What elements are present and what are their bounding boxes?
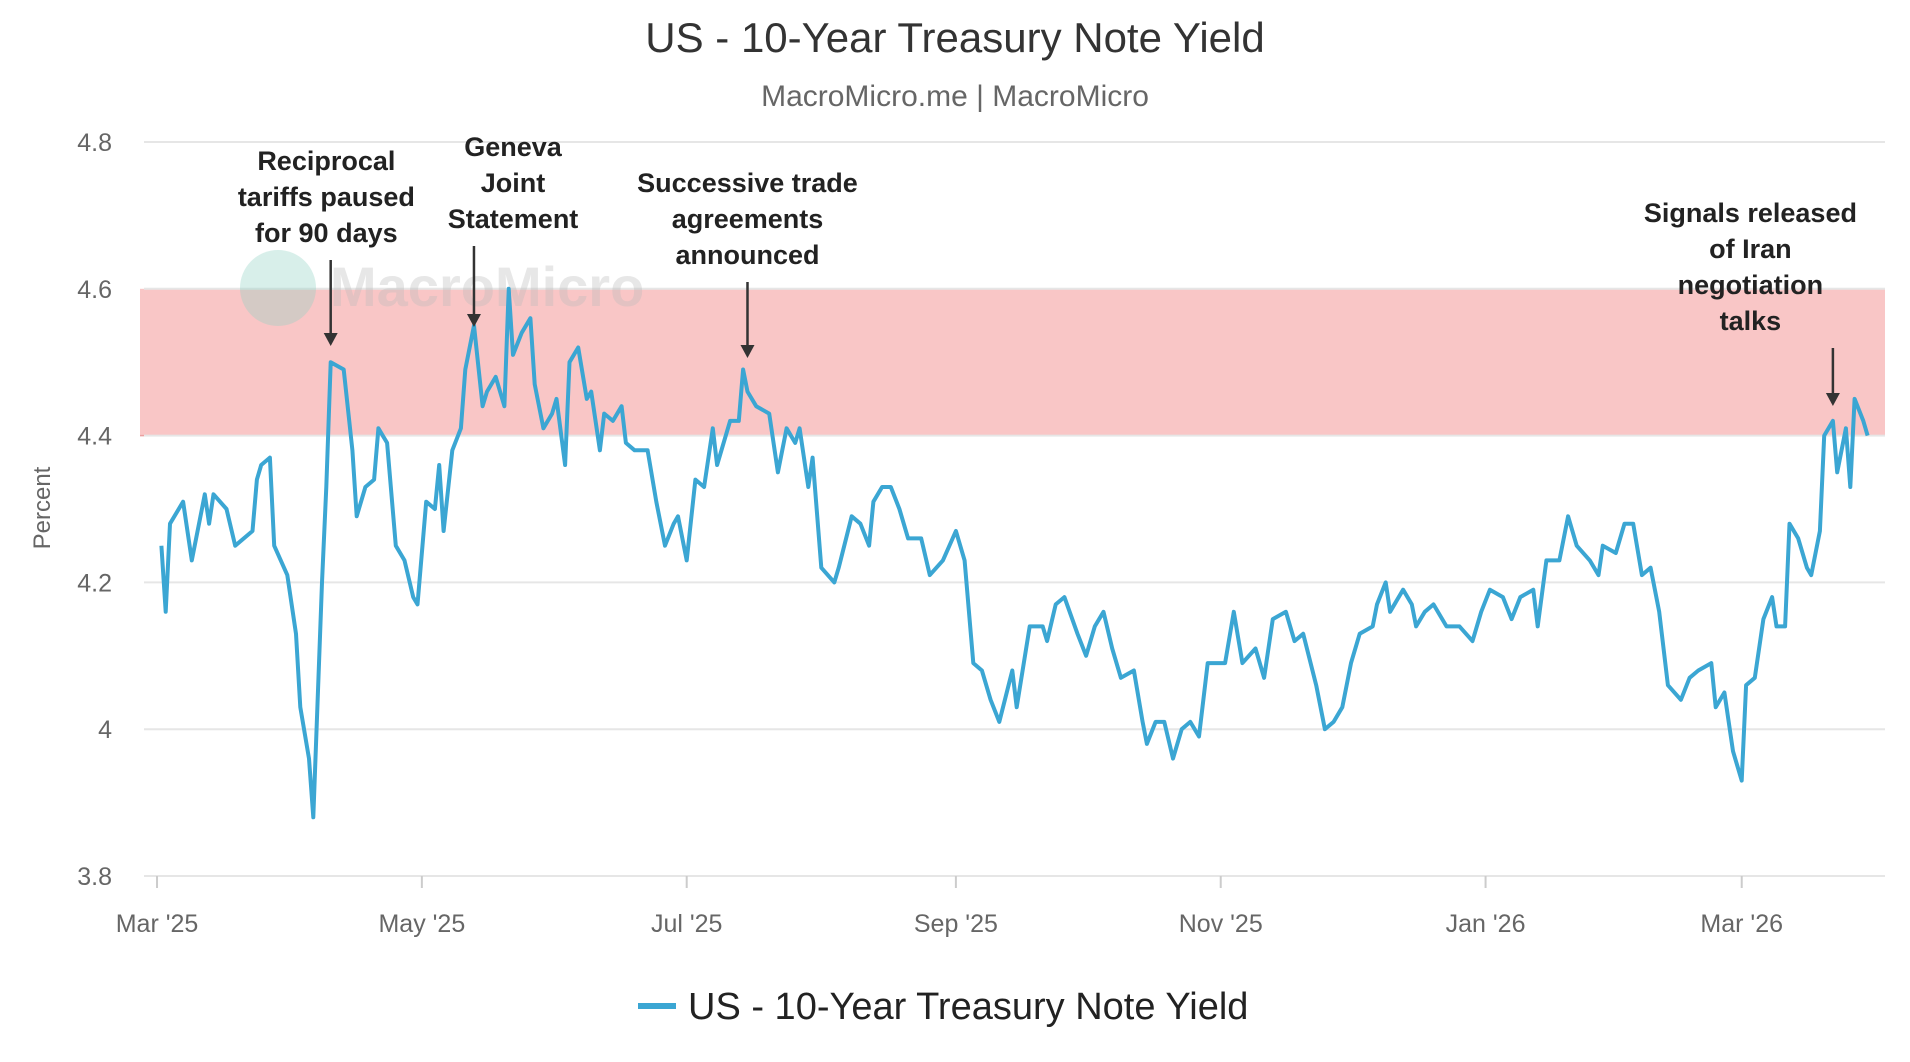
annotation: Reciprocal tariffs paused for 90 days bbox=[238, 146, 415, 346]
annotation-text: negotiation bbox=[1678, 270, 1823, 300]
annotation-text: agreements bbox=[672, 204, 824, 234]
x-tick-label: Jan '26 bbox=[1446, 910, 1526, 938]
highlight-band bbox=[140, 288, 1885, 437]
arrow-head-icon bbox=[323, 333, 338, 346]
y-axis-ticks: 4.8 4.6 4.4 4.2 4 3.8 bbox=[77, 129, 112, 891]
legend[interactable]: US - 10-Year Treasury Note Yield bbox=[638, 986, 1248, 1028]
annotation-text: talks bbox=[1720, 306, 1782, 336]
annotation-text: Reciprocal bbox=[257, 146, 395, 176]
x-tick-label: May '25 bbox=[378, 910, 465, 938]
annotation-text: for 90 days bbox=[255, 218, 398, 248]
x-tick-label: Sep '25 bbox=[914, 910, 998, 938]
annotation-text: Statement bbox=[448, 204, 579, 234]
chart-title: US - 10-Year Treasury Note Yield bbox=[645, 14, 1264, 61]
watermark-text: MacroMicro bbox=[330, 255, 644, 318]
y-tick-label: 4.6 bbox=[77, 276, 112, 304]
legend-label[interactable]: US - 10-Year Treasury Note Yield bbox=[688, 986, 1248, 1028]
arrow-head-icon bbox=[466, 314, 481, 327]
y-tick-label: 4 bbox=[98, 716, 112, 744]
arrow-head-icon bbox=[1825, 393, 1840, 406]
annotation-text: Signals released bbox=[1644, 198, 1857, 228]
x-tick-label: Jul '25 bbox=[651, 910, 722, 938]
watermark: MacroMicro bbox=[240, 250, 644, 326]
y-tick-label: 4.8 bbox=[77, 129, 112, 157]
series-line bbox=[159, 286, 1870, 820]
y-tick-label: 4.4 bbox=[77, 423, 112, 451]
annotation-text: Joint bbox=[481, 168, 546, 198]
annotation-text: of Iran bbox=[1709, 234, 1792, 264]
annotation: Signals released of Iran negotiation talks bbox=[1644, 198, 1857, 406]
annotation: Successive trade agreements announced bbox=[637, 168, 858, 358]
y-tick-label: 4.2 bbox=[77, 569, 112, 597]
annotation-text: tariffs paused bbox=[238, 182, 415, 212]
x-tick-label: Mar '25 bbox=[116, 910, 199, 938]
watermark-logo-icon bbox=[240, 250, 316, 326]
y-axis-label: Percent bbox=[29, 466, 56, 549]
annotations: Reciprocal tariffs paused for 90 days Genev… bbox=[238, 132, 1857, 406]
annotation-text: Successive trade bbox=[637, 168, 858, 198]
annotation-text: announced bbox=[675, 240, 819, 270]
x-axis-ticks: Mar '25 May '25 Jul '25 Sep '25 Nov '25 Jan '… bbox=[116, 876, 1783, 938]
x-tick-label: Nov '25 bbox=[1179, 910, 1263, 938]
series bbox=[159, 286, 1870, 820]
arrow-head-icon bbox=[740, 345, 755, 358]
band-rect bbox=[140, 288, 1885, 436]
y-tick-label: 3.8 bbox=[77, 863, 112, 891]
chart-subtitle: MacroMicro.me | MacroMicro bbox=[761, 80, 1149, 113]
gridlines bbox=[144, 141, 1885, 877]
annotation: Geneva Joint Statement bbox=[448, 132, 579, 327]
annotation-text: Geneva bbox=[464, 132, 563, 162]
x-tick-label: Mar '26 bbox=[1700, 910, 1783, 938]
